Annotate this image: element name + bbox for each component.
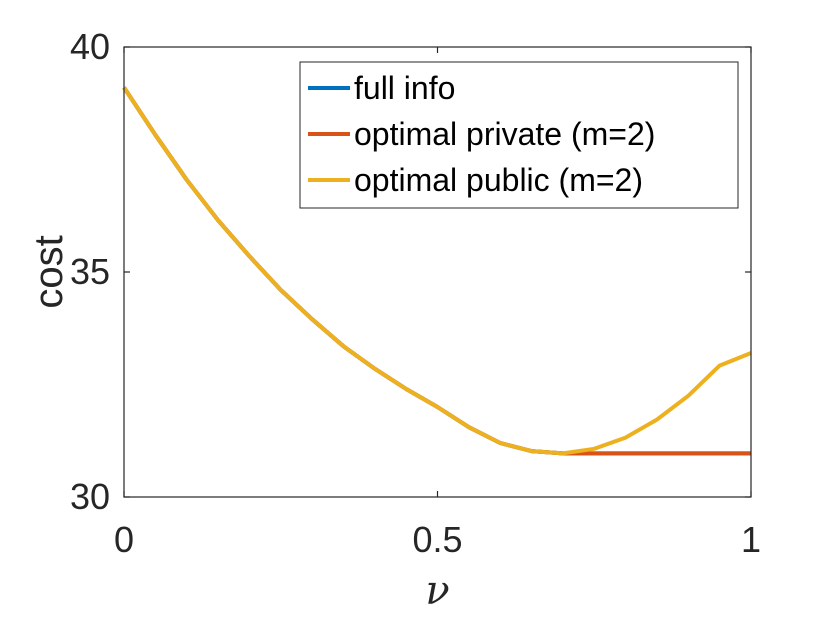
y-tick-label: 30 bbox=[70, 476, 110, 517]
legend-label: full info bbox=[354, 70, 455, 106]
series-line-optimal-public-m-2 bbox=[122, 86, 752, 456]
legend: full info optimal private (m=2) optimal pu… bbox=[299, 61, 739, 209]
legend-label: optimal public (m=2) bbox=[354, 162, 643, 198]
x-tick-label: 0.5 bbox=[412, 519, 462, 560]
series-layer bbox=[122, 86, 752, 456]
x-tick-label: 0 bbox=[114, 519, 134, 560]
legend-box bbox=[299, 61, 739, 209]
y-axis-label: cost bbox=[27, 235, 71, 308]
legend-label: optimal private (m=2) bbox=[354, 116, 655, 152]
tick-layer: 0 0.5 1 30 35 40 bbox=[70, 26, 761, 560]
x-tick-label: 1 bbox=[741, 519, 761, 560]
x-axis-label: ν bbox=[425, 568, 449, 614]
y-tick-label: 40 bbox=[70, 26, 110, 67]
y-tick-label: 35 bbox=[70, 251, 110, 292]
